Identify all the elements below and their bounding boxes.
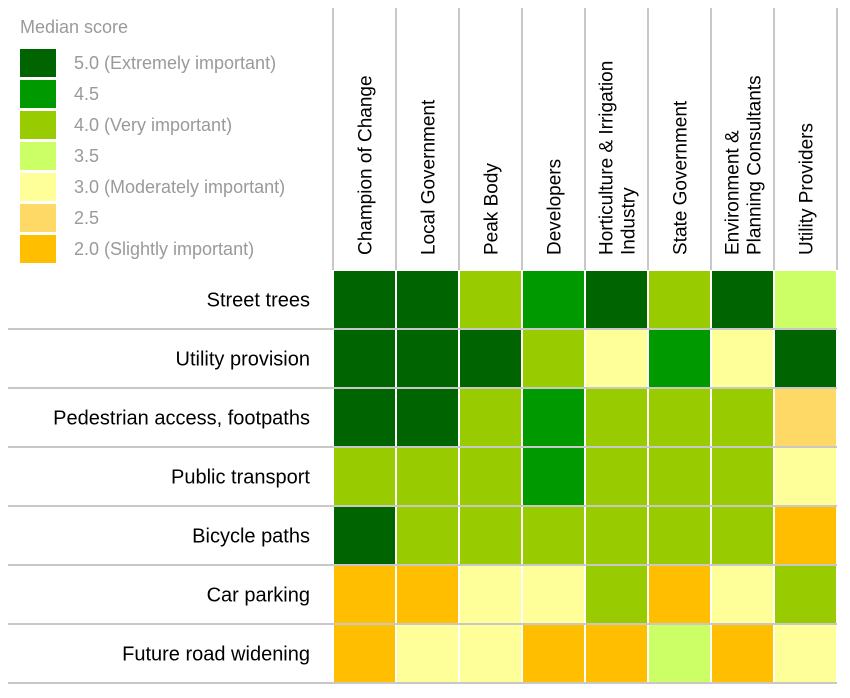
- legend-swatch: [20, 173, 56, 201]
- grid-lines: [8, 8, 838, 684]
- heatmap-cell: [397, 448, 458, 505]
- heatmap-cell: [775, 271, 836, 328]
- heatmap-cell: [460, 507, 521, 564]
- heatmap-cell: [397, 507, 458, 564]
- column-label: Developers: [545, 159, 566, 255]
- heatmap-cell: [397, 566, 458, 623]
- heatmap-cell: [523, 271, 584, 328]
- heatmap-cell: [586, 389, 647, 446]
- heatmap-cell: [460, 566, 521, 623]
- heatmap-cell: [460, 448, 521, 505]
- heatmap-cell: [334, 271, 395, 328]
- heatmap-cell: [523, 507, 584, 564]
- row-label: Future road widening: [122, 644, 310, 666]
- legend-swatch: [20, 235, 56, 263]
- heatmap-cell: [649, 330, 710, 387]
- heatmap-cell: [775, 625, 836, 682]
- heatmap-cell: [334, 448, 395, 505]
- legend-swatch: [20, 80, 56, 108]
- heatmap-cell: [775, 448, 836, 505]
- row-label: Pedestrian access, footpaths: [53, 408, 310, 430]
- heatmap-cell: [712, 625, 773, 682]
- heatmap-cell: [523, 625, 584, 682]
- heatmap-cell: [397, 271, 458, 328]
- column-labels: Champion of Change Local Government Peak B…: [356, 61, 818, 255]
- legend-label: 2.5: [74, 208, 99, 228]
- heatmap-cell: [586, 448, 647, 505]
- legend-swatch: [20, 204, 56, 232]
- heatmap-cell: [334, 330, 395, 387]
- legend-title: Median score: [20, 17, 128, 37]
- heatmap-cell: [523, 389, 584, 446]
- heatmap-cell: [649, 271, 710, 328]
- heatmap-cell: [397, 389, 458, 446]
- row-labels: Street trees Utility provision Pedestrian …: [53, 290, 310, 666]
- legend: Median score 5.0 (Extremely important) 4.…: [20, 17, 285, 263]
- heatmap-cell: [523, 330, 584, 387]
- legend-label: 5.0 (Extremely important): [74, 53, 276, 73]
- heatmap-cell: [334, 625, 395, 682]
- heatmap-cell: [334, 507, 395, 564]
- heatmap-cell: [649, 507, 710, 564]
- heatmap-cell: [712, 389, 773, 446]
- column-label: Champion of Change: [356, 75, 377, 255]
- heatmap-cell: [775, 330, 836, 387]
- heatmap-cell: [460, 271, 521, 328]
- heatmap-cell: [712, 448, 773, 505]
- heatmap-cell: [775, 507, 836, 564]
- heatmap-cell: [712, 330, 773, 387]
- heatmap-cell: [523, 566, 584, 623]
- heatmap-cell: [649, 389, 710, 446]
- heatmap-cell: [649, 448, 710, 505]
- heatmap-cell: [649, 566, 710, 623]
- legend-label: 3.5: [74, 146, 99, 166]
- row-label: Bicycle paths: [192, 526, 310, 548]
- legend-label: 4.5: [74, 84, 99, 104]
- heatmap-cell: [334, 389, 395, 446]
- row-label: Car parking: [207, 585, 310, 607]
- heatmap-cell: [586, 625, 647, 682]
- row-label: Street trees: [207, 290, 310, 312]
- heatmap-cell: [460, 389, 521, 446]
- heatmap-cell: [712, 566, 773, 623]
- legend-label: 2.0 (Slightly important): [74, 239, 254, 259]
- heatmap-cell: [775, 566, 836, 623]
- column-label: Utility Providers: [797, 123, 818, 255]
- heatmap-cell: [397, 330, 458, 387]
- legend-swatch: [20, 111, 56, 139]
- heatmap-cell: [586, 566, 647, 623]
- row-label: Public transport: [171, 467, 310, 489]
- heatmap-cell: [460, 330, 521, 387]
- legend-label: 3.0 (Moderately important): [74, 177, 285, 197]
- column-label: Peak Body: [482, 163, 503, 255]
- column-label: Local Government: [419, 99, 440, 255]
- heatmap-cell: [586, 271, 647, 328]
- column-label: State Government: [671, 100, 692, 255]
- legend-label: 4.0 (Very important): [74, 115, 232, 135]
- heatmap-cell: [523, 448, 584, 505]
- row-label: Utility provision: [176, 349, 310, 371]
- heatmap-cell: [397, 625, 458, 682]
- heatmap-cell: [775, 389, 836, 446]
- legend-swatch: [20, 142, 56, 170]
- column-label: Environment &Planning Consultants: [723, 75, 766, 255]
- heatmap-cell: [712, 507, 773, 564]
- heatmap-cell: [712, 271, 773, 328]
- heatmap-cell: [334, 566, 395, 623]
- heatmap-cells: [334, 271, 836, 682]
- legend-swatch: [20, 49, 56, 77]
- heatmap-cell: [586, 507, 647, 564]
- column-label: Horticulture & IrrigationIndustry: [597, 61, 640, 255]
- heatmap-cell: [460, 625, 521, 682]
- heatmap-cell: [649, 625, 710, 682]
- heatmap-cell: [586, 330, 647, 387]
